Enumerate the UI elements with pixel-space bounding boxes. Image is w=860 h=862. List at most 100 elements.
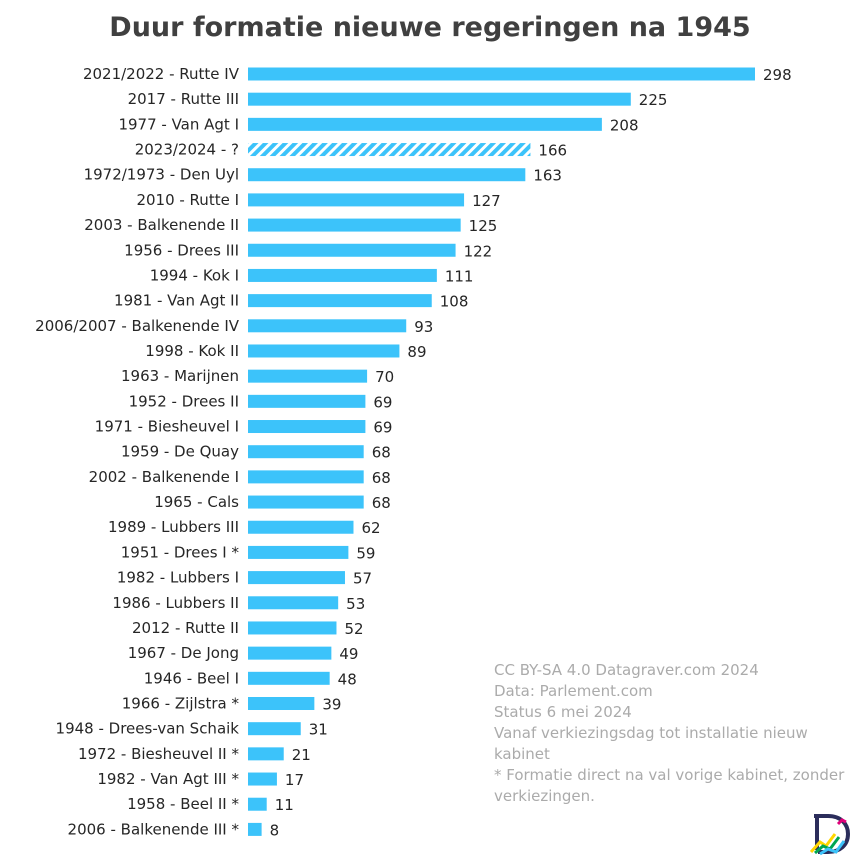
value-label: 70 — [375, 368, 394, 386]
category-label: 1994 - Kok I — [150, 266, 239, 284]
value-label: 166 — [538, 142, 567, 160]
value-label: 68 — [372, 469, 391, 487]
category-label: 1958 - Beel II * — [127, 795, 239, 813]
bar — [248, 143, 531, 157]
bar — [248, 168, 526, 182]
bar — [248, 369, 368, 383]
category-label: 1972 - Biesheuvel II * — [78, 745, 240, 763]
bar — [248, 67, 755, 81]
bar — [248, 117, 602, 131]
credits-block: CC BY-SA 4.0 Datagraver.com 2024 Data: P… — [494, 660, 854, 807]
bar — [248, 772, 277, 786]
category-label: 1982 - Lubbers I — [117, 569, 239, 587]
bar — [248, 268, 437, 282]
bar — [248, 470, 364, 484]
bar — [248, 571, 345, 585]
credit-license: CC BY-SA 4.0 Datagraver.com 2024 — [494, 661, 759, 679]
value-label: 31 — [309, 721, 328, 739]
bar — [248, 822, 262, 836]
bar — [248, 797, 267, 811]
category-label: 2021/2022 - Rutte IV — [83, 65, 240, 83]
bar — [248, 646, 332, 660]
category-label: 2023/2024 - ? — [135, 141, 239, 159]
category-label: 1946 - Beel I — [144, 669, 239, 687]
value-label: 111 — [445, 267, 474, 285]
bar — [248, 722, 301, 736]
bar — [248, 596, 339, 610]
value-label: 127 — [472, 192, 501, 210]
value-label: 49 — [339, 645, 358, 663]
category-label: 2012 - Rutte II — [132, 619, 239, 637]
value-label: 11 — [275, 796, 294, 814]
logo-line-pink — [836, 818, 847, 826]
credit-definition: Vanaf verkiezingsdag tot installatie nie… — [494, 724, 808, 763]
category-label: 1967 - De Jong — [128, 644, 239, 662]
value-label: 21 — [292, 746, 311, 764]
credit-status: Status 6 mei 2024 — [494, 703, 632, 721]
logo-line-green — [814, 836, 841, 855]
value-label: 59 — [356, 544, 375, 562]
category-label: 1972/1973 - Den Uyl — [84, 166, 239, 184]
bar — [248, 420, 366, 434]
value-label: 69 — [373, 419, 392, 437]
category-label: 1977 - Van Agt I — [118, 115, 239, 133]
value-label: 122 — [464, 242, 493, 260]
value-label: 62 — [361, 519, 380, 537]
chart-title: Duur formatie nieuwe regeringen na 1945 — [109, 12, 750, 43]
bar — [248, 445, 364, 459]
category-label: 1981 - Van Agt II — [114, 292, 239, 310]
bar — [248, 92, 631, 106]
bar — [248, 671, 330, 685]
bar — [248, 495, 364, 509]
bar — [248, 697, 315, 710]
value-label: 163 — [533, 167, 562, 185]
logo-line-blue — [819, 840, 846, 856]
value-label: 93 — [414, 318, 433, 336]
category-label: 1998 - Kok II — [145, 342, 239, 360]
category-label: 1986 - Lubbers II — [112, 594, 239, 612]
logo-line-yellow — [809, 833, 837, 854]
category-label: 1963 - Marijnen — [121, 367, 239, 385]
value-label: 125 — [469, 217, 498, 235]
value-label: 52 — [344, 620, 363, 638]
value-label: 53 — [346, 595, 365, 613]
bars-group: 2021/2022 - Rutte IV 298 2017 - Rutte III 2… — [35, 65, 791, 839]
category-label: 2006/2007 - Balkenende IV — [35, 317, 240, 335]
category-label: 1952 - Drees II — [129, 392, 239, 410]
bar — [248, 243, 456, 257]
category-label: 2006 - Balkenende III * — [68, 820, 240, 838]
value-label: 89 — [407, 343, 426, 361]
bar — [248, 520, 354, 534]
bar — [248, 218, 461, 232]
category-label: 1966 - Zijlstra * — [122, 695, 240, 713]
value-label: 48 — [338, 670, 357, 688]
bar — [248, 394, 366, 408]
bar — [248, 545, 349, 559]
category-label: 2017 - Rutte III — [128, 90, 239, 108]
datagraver-logo-icon — [809, 814, 851, 856]
bar — [248, 319, 407, 333]
category-label: 1965 - Cals — [154, 493, 239, 511]
bar — [248, 294, 432, 308]
category-label: 2002 - Balkenende I — [89, 468, 239, 486]
bar — [248, 621, 337, 635]
value-label: 298 — [763, 66, 792, 84]
value-label: 68 — [372, 494, 391, 512]
value-label: 57 — [353, 570, 372, 588]
category-label: 1951 - Drees I * — [121, 543, 240, 561]
bar — [248, 344, 400, 358]
value-label: 8 — [270, 821, 280, 839]
value-label: 39 — [322, 696, 341, 714]
value-label: 208 — [610, 116, 639, 134]
bar — [248, 747, 284, 761]
value-label: 68 — [372, 444, 391, 462]
value-label: 69 — [373, 393, 392, 411]
category-label: 1989 - Lubbers III — [108, 518, 239, 536]
category-label: 1956 - Drees III — [124, 241, 239, 259]
credit-source: Data: Parlement.com — [494, 682, 653, 700]
category-label: 1959 - De Quay — [121, 443, 239, 461]
category-label: 2003 - Balkenende II — [84, 216, 239, 234]
value-label: 17 — [285, 771, 304, 789]
bar — [248, 193, 465, 207]
